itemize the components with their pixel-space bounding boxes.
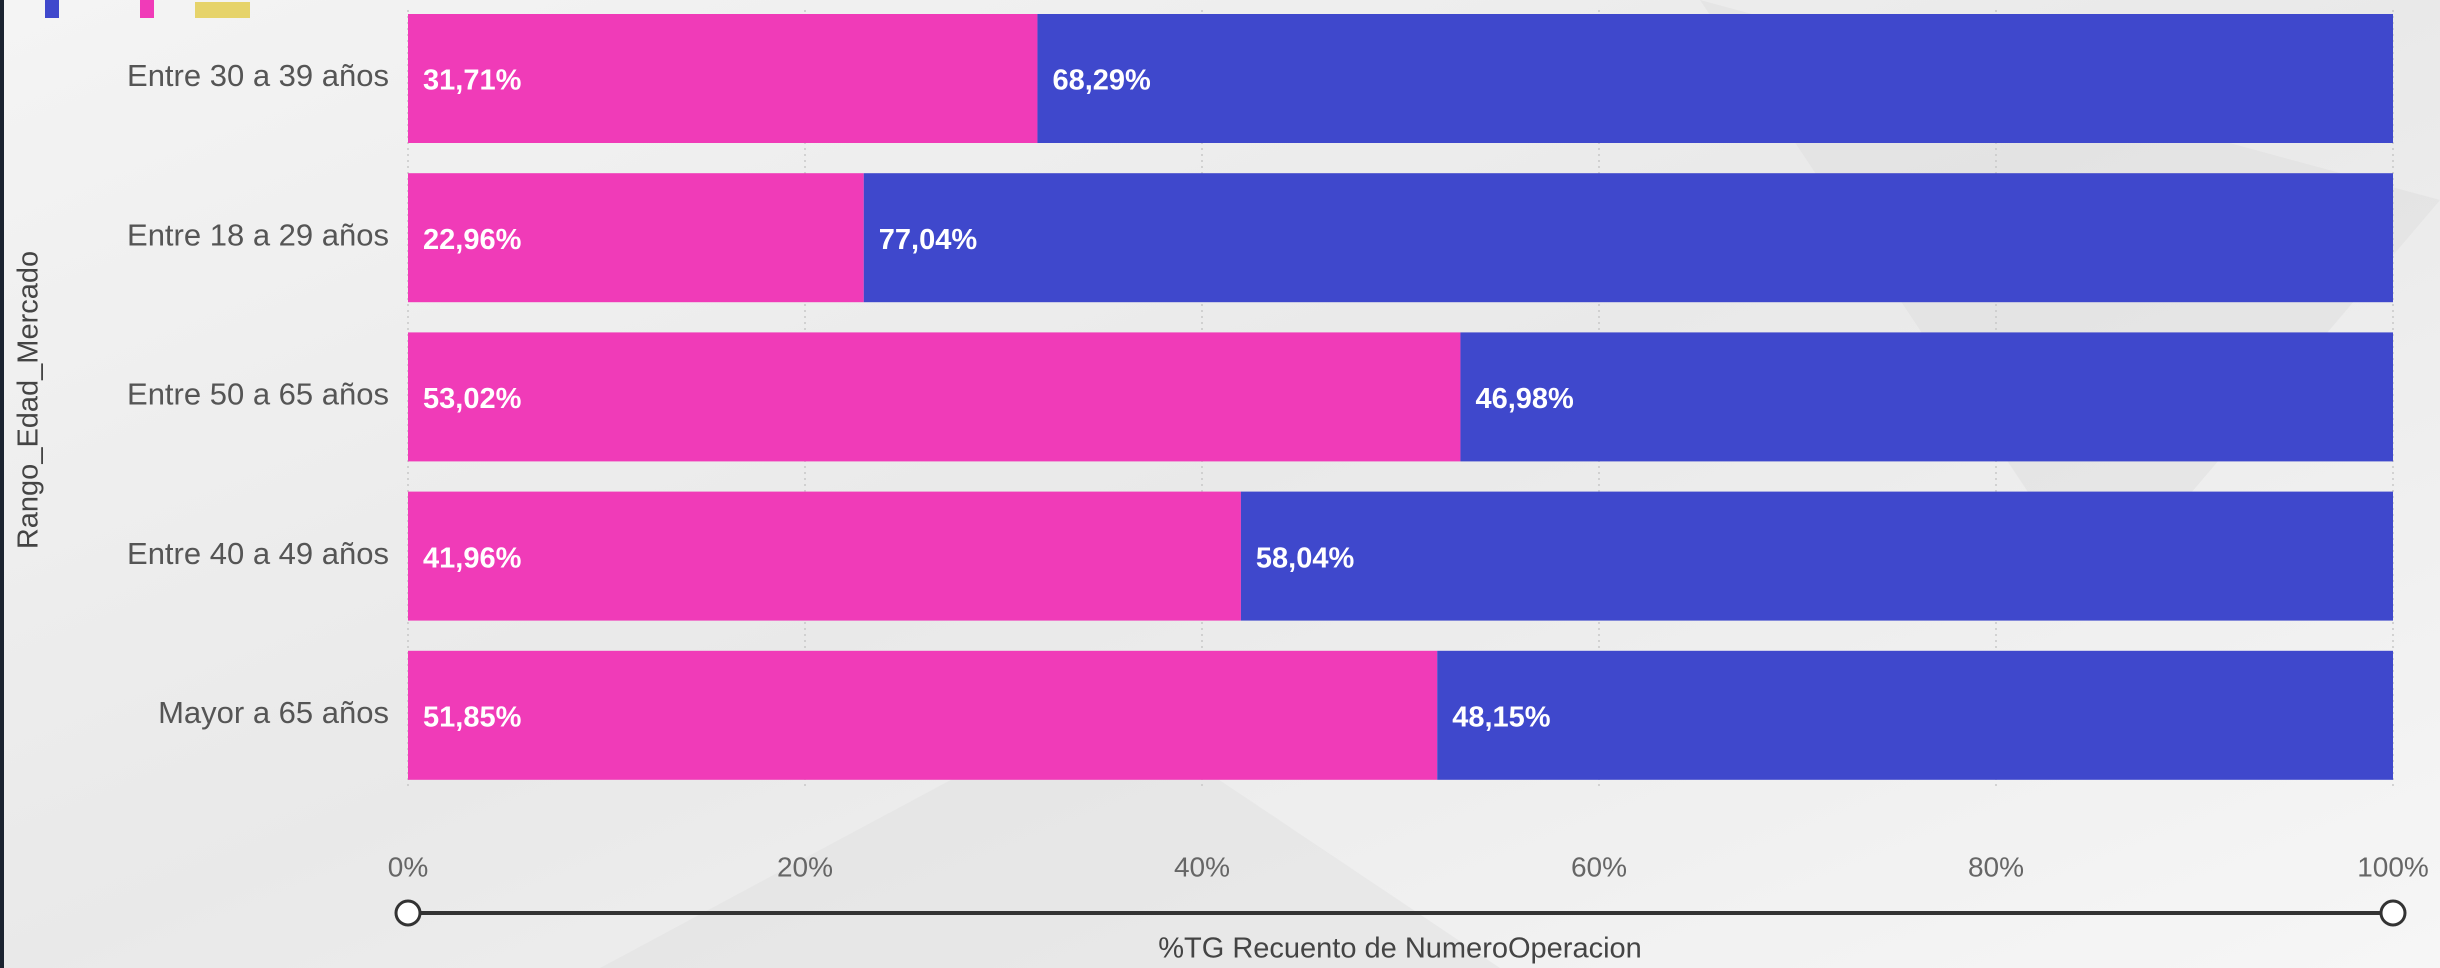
legend-icon	[195, 2, 250, 18]
x-tick-label: 20%	[777, 851, 833, 882]
legend-icon	[140, 0, 154, 18]
bar-segment	[1037, 14, 2393, 143]
x-tick-label: 80%	[1968, 851, 2024, 882]
bar-segment	[1240, 491, 2393, 621]
x-tick-label: 0%	[388, 851, 428, 882]
y-tick-label: Entre 40 a 49 años	[127, 536, 389, 571]
data-label: 46,98%	[1475, 383, 1574, 415]
slider-handle[interactable]	[394, 899, 422, 927]
y-tick-label: Entre 50 a 65 años	[127, 377, 389, 412]
y-tick-label: Entre 30 a 39 años	[127, 58, 389, 93]
bar-segment	[408, 173, 864, 303]
slider-handle[interactable]	[2379, 899, 2407, 927]
bar-segment	[408, 491, 1241, 621]
y-axis-title: Rango_Edad_Mercado	[13, 251, 45, 549]
data-label: 41,96%	[423, 542, 522, 574]
x-tick-label: 40%	[1174, 851, 1230, 882]
bar-segment	[408, 332, 1461, 462]
data-label: 51,85%	[423, 701, 522, 733]
bar-segment	[408, 14, 1038, 143]
data-label: 58,04%	[1256, 542, 1355, 574]
data-label: 22,96%	[423, 224, 522, 256]
y-tick-label: Mayor a 65 años	[158, 695, 389, 730]
x-tick-label: 60%	[1571, 851, 1627, 882]
x-tick-label: 100%	[2357, 851, 2429, 882]
bar-segment	[408, 650, 1438, 780]
bg-shape	[600, 700, 1500, 968]
bar-segment	[863, 173, 2393, 303]
y-tick-label: Entre 18 a 29 años	[127, 217, 389, 252]
data-label: 77,04%	[879, 224, 978, 256]
data-label: 31,71%	[423, 65, 522, 97]
bar-segment	[1437, 650, 2393, 780]
data-label: 48,15%	[1452, 701, 1551, 733]
bar-segment	[1460, 332, 2393, 462]
x-axis-title: %TG Recuento de NumeroOperacion	[1158, 933, 1642, 965]
edge	[0, 0, 4, 968]
legend-icon	[45, 0, 59, 18]
data-label: 53,02%	[423, 383, 522, 415]
data-label: 68,29%	[1052, 65, 1151, 97]
